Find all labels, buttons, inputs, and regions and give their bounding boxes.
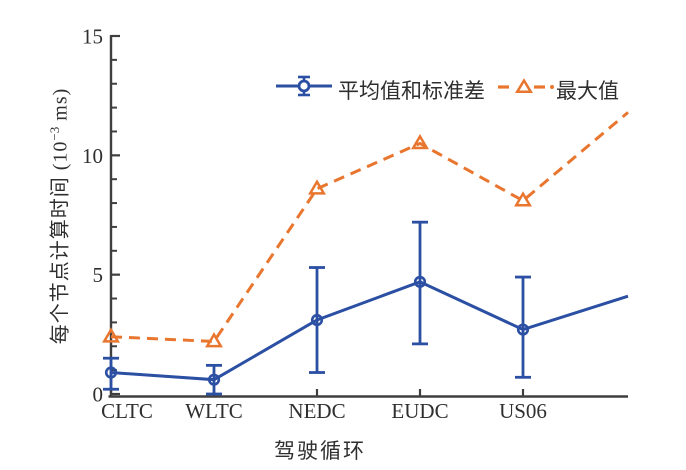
max-series-line <box>110 111 629 344</box>
y-axis-title-superscript: −3 <box>46 126 62 141</box>
y-tick-label: 15 <box>82 25 103 49</box>
y-tick-label: 5 <box>93 263 104 287</box>
mean-circle-marker <box>104 366 118 379</box>
max-triangle-marker <box>411 133 429 150</box>
y-axis-title-suffix: ms) <box>49 87 72 127</box>
max-triangle-marker <box>205 332 223 348</box>
max-triangle-marker <box>514 191 532 207</box>
mean-series-line <box>110 280 629 382</box>
x-tick-label: CLTC <box>101 399 153 423</box>
legend-max-dot-glyph <box>550 85 554 89</box>
mean-circle-marker <box>310 313 324 327</box>
x-axis-title: 驾驶循环 <box>274 439 366 463</box>
legend-mean-circle-glyph <box>297 79 311 93</box>
y-tick-label: 10 <box>82 144 103 168</box>
x-tick-label: NEDC <box>288 399 345 423</box>
mean-circle-marker <box>516 323 530 336</box>
mean-circle-marker <box>207 373 221 386</box>
max-triangle-marker <box>102 327 120 343</box>
x-tick-label: EUDC <box>391 399 448 423</box>
legend-label-max: 最大值 <box>556 79 619 103</box>
mean-circle-marker <box>413 275 427 288</box>
legend: 平均值和标准差 最大值 <box>338 75 619 105</box>
max-triangle-marker <box>308 179 326 195</box>
x-tick-label: US06 <box>499 399 547 423</box>
y-axis-title-text: 每个节点计算时间 (10 <box>49 140 72 345</box>
legend-label-mean-std: 平均值和标准差 <box>338 79 485 103</box>
y-tick-label: 0 <box>93 383 104 407</box>
y-axis-title: 每个节点计算时间 (10−3 ms) <box>44 88 73 345</box>
x-tick-label: WLTC <box>185 399 243 423</box>
legend-max-triangle-glyph <box>514 78 534 94</box>
